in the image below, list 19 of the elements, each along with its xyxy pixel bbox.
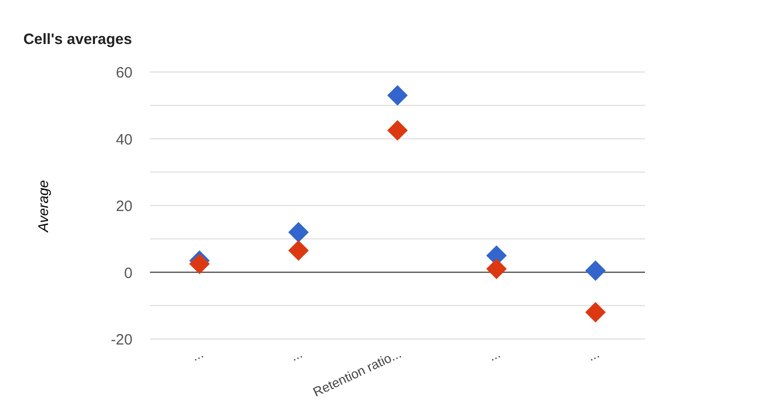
x-tick-label: ...: [189, 346, 206, 364]
y-tick-label: 0: [124, 264, 132, 282]
point: [585, 302, 606, 323]
y-tick-label: -20: [110, 332, 132, 348]
point: [189, 254, 210, 274]
point: [585, 260, 606, 281]
point: [486, 258, 507, 280]
point: [288, 222, 309, 242]
point: [387, 120, 408, 141]
x-tick-label: ...: [486, 346, 502, 364]
y-tick-label: 60: [116, 64, 132, 82]
point: [288, 240, 309, 261]
chart-title: Cell's averages: [23, 31, 132, 48]
y-tick-label: 40: [116, 131, 132, 148]
y-axis-title: Average: [34, 180, 51, 233]
y-tick-label: 20: [116, 198, 132, 215]
x-tick-label: ...: [585, 346, 602, 364]
point: [387, 85, 408, 106]
x-tick-label: ...: [288, 346, 304, 364]
